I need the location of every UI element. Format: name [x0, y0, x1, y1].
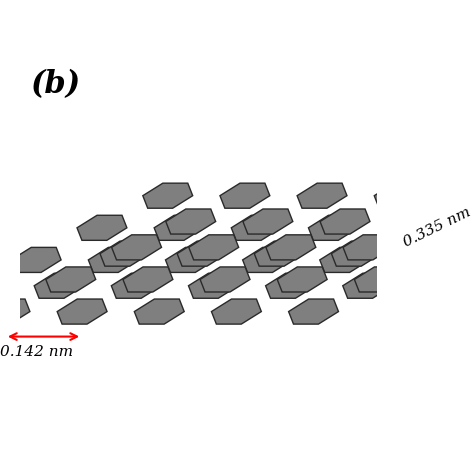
Polygon shape	[211, 299, 261, 324]
Polygon shape	[343, 273, 392, 298]
Polygon shape	[46, 267, 96, 292]
Polygon shape	[309, 215, 358, 240]
Polygon shape	[189, 273, 238, 298]
Polygon shape	[331, 241, 381, 266]
Polygon shape	[200, 267, 250, 292]
Polygon shape	[397, 209, 447, 234]
Polygon shape	[374, 183, 424, 208]
Polygon shape	[343, 235, 393, 260]
Polygon shape	[277, 267, 327, 292]
Polygon shape	[143, 183, 193, 208]
Polygon shape	[320, 209, 370, 234]
Polygon shape	[220, 183, 270, 208]
Polygon shape	[88, 247, 138, 273]
Polygon shape	[409, 241, 458, 266]
Polygon shape	[111, 273, 161, 298]
Polygon shape	[177, 241, 227, 266]
Polygon shape	[134, 299, 184, 324]
Polygon shape	[420, 235, 470, 260]
Polygon shape	[112, 235, 162, 260]
Polygon shape	[189, 235, 239, 260]
Polygon shape	[451, 183, 474, 208]
Text: (b): (b)	[30, 69, 81, 100]
Polygon shape	[297, 183, 347, 208]
Polygon shape	[100, 241, 150, 266]
Polygon shape	[77, 215, 127, 240]
Polygon shape	[243, 209, 293, 234]
Polygon shape	[154, 215, 204, 240]
Polygon shape	[320, 247, 370, 273]
Polygon shape	[11, 247, 61, 273]
Text: 0.335 nm: 0.335 nm	[401, 206, 473, 250]
Polygon shape	[289, 299, 338, 324]
Polygon shape	[243, 247, 292, 273]
Polygon shape	[355, 267, 404, 292]
Polygon shape	[166, 209, 216, 234]
Text: 0.142 nm: 0.142 nm	[0, 346, 73, 359]
Polygon shape	[34, 273, 84, 298]
Polygon shape	[265, 273, 316, 298]
Polygon shape	[266, 235, 316, 260]
Polygon shape	[123, 267, 173, 292]
Polygon shape	[385, 215, 436, 240]
Polygon shape	[57, 299, 107, 324]
Polygon shape	[165, 247, 215, 273]
Polygon shape	[0, 299, 30, 324]
Polygon shape	[231, 215, 281, 240]
Polygon shape	[254, 241, 304, 266]
